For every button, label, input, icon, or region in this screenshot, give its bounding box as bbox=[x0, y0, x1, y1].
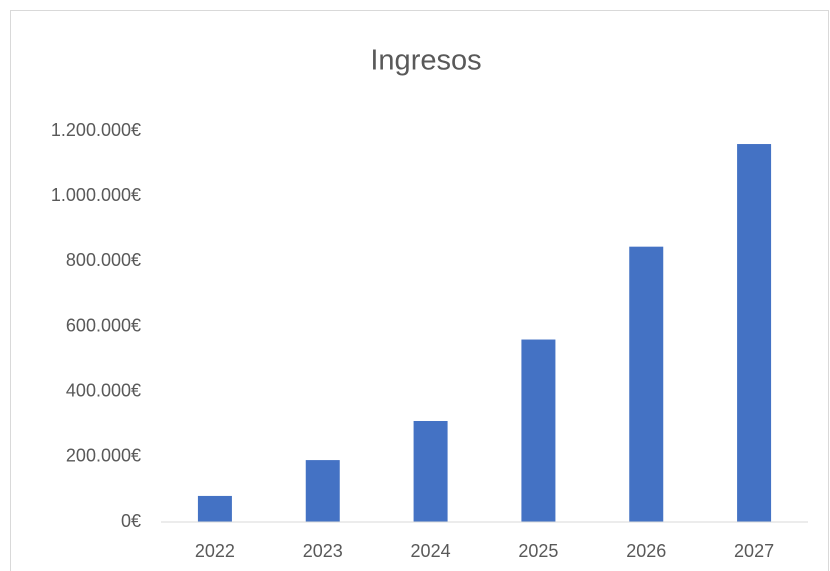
x-tick-label: 2024 bbox=[411, 541, 451, 561]
y-tick-label: 800.000€ bbox=[66, 250, 141, 270]
bar bbox=[413, 420, 448, 522]
bar bbox=[197, 495, 232, 522]
bar bbox=[629, 246, 664, 522]
y-tick-label: 1.000.000€ bbox=[51, 185, 141, 205]
x-tick-label: 2026 bbox=[626, 541, 666, 561]
bar bbox=[305, 460, 340, 522]
chart-title: Ingresos bbox=[370, 45, 481, 77]
x-tick-label: 2027 bbox=[734, 541, 774, 561]
bar bbox=[521, 339, 556, 522]
bar bbox=[737, 144, 772, 523]
y-tick-label: 0€ bbox=[121, 511, 141, 531]
x-tick-label: 2023 bbox=[303, 541, 343, 561]
x-tick-label: 2022 bbox=[195, 541, 235, 561]
y-tick-label: 1.200.000€ bbox=[51, 120, 141, 140]
x-tick-label: 2025 bbox=[518, 541, 558, 561]
y-tick-label: 400.000€ bbox=[66, 380, 141, 400]
y-tick-label: 600.000€ bbox=[66, 315, 141, 335]
y-tick-label: 200.000€ bbox=[66, 446, 141, 466]
